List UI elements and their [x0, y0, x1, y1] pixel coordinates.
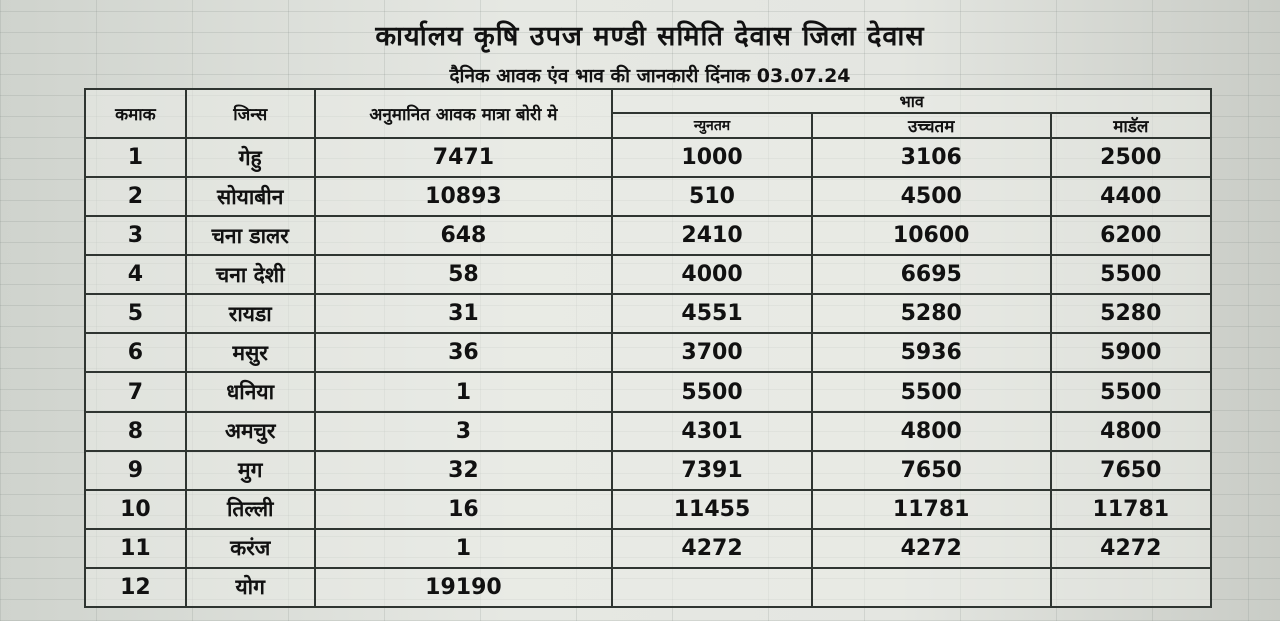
header-serial: कमाक	[84, 88, 187, 139]
table-body: 1 गेहु 7471 1000 3106 2500 2 सोयाबीन 10893 510 450…	[84, 136, 1213, 609]
table-row: 3 चना डालर 648 2410 10600 6200	[84, 215, 1213, 257]
min-price-cell[interactable]: 5500	[611, 371, 813, 413]
arrival-cell[interactable]: 32	[313, 449, 614, 491]
arrival-cell[interactable]: 648	[313, 215, 614, 257]
min-price-cell[interactable]: 4551	[611, 293, 813, 335]
arrival-cell[interactable]: 19190	[313, 566, 614, 609]
modal-price-cell[interactable]: 6200	[1049, 215, 1213, 257]
header-max: उच्चतम	[810, 112, 1052, 139]
crop-cell[interactable]: गेहु	[184, 136, 316, 179]
max-price-cell[interactable]: 11781	[810, 488, 1052, 530]
arrival-cell[interactable]: 31	[313, 293, 614, 335]
table-row: 9 मुग 32 7391 7650 7650	[84, 449, 1213, 491]
modal-price-cell[interactable]: 11781	[1049, 488, 1213, 530]
min-price-cell[interactable]: 1000	[611, 136, 813, 179]
min-price-cell[interactable]: 510	[611, 176, 813, 218]
table-row: 4 चना देशी 58 4000 6695 5500	[84, 254, 1213, 296]
header-min: न्युनतम	[611, 112, 813, 139]
page-subtitle: दैनिक आवक एंव भाव की जानकारी दिंनाक 03.0…	[449, 65, 851, 87]
mandi-price-table: कमाक जिन्स अनुमानित आवक मात्रा बोरी मे भ…	[84, 88, 1213, 609]
crop-cell[interactable]: सोयाबीन	[184, 176, 316, 218]
crop-cell[interactable]: चना देशी	[184, 254, 316, 296]
header-crop: जिन्स	[184, 88, 316, 139]
min-price-cell[interactable]: 4301	[611, 410, 813, 452]
modal-price-cell[interactable]: 4272	[1049, 527, 1213, 569]
serial-cell[interactable]: 1	[84, 136, 187, 179]
crop-cell[interactable]: धनिया	[184, 371, 316, 413]
arrival-cell[interactable]: 1	[313, 527, 614, 569]
arrival-cell[interactable]: 58	[313, 254, 614, 296]
crop-cell[interactable]: योग	[184, 566, 316, 609]
serial-cell[interactable]: 6	[84, 332, 187, 374]
max-price-cell[interactable]: 10600	[810, 215, 1052, 257]
modal-price-cell[interactable]: 2500	[1049, 136, 1213, 179]
min-price-cell[interactable]: 4272	[611, 527, 813, 569]
modal-price-cell[interactable]: 5500	[1049, 371, 1213, 413]
arrival-cell[interactable]: 3	[313, 410, 614, 452]
max-price-cell[interactable]: 5280	[810, 293, 1052, 335]
total-row: 12 योग 19190	[84, 566, 1213, 609]
arrival-cell[interactable]: 10893	[313, 176, 614, 218]
header-price-group: भाव	[611, 88, 1212, 114]
serial-cell[interactable]: 12	[84, 566, 187, 609]
header-arrival: अनुमानित आवक मात्रा बोरी मे	[313, 88, 614, 139]
max-price-cell[interactable]: 4800	[810, 410, 1052, 452]
table-row: 7 धनिया 1 5500 5500 5500	[84, 371, 1213, 413]
crop-cell[interactable]: मसुर	[184, 332, 316, 374]
max-price-cell[interactable]	[810, 566, 1052, 609]
min-price-cell[interactable]: 4000	[611, 254, 813, 296]
arrival-cell[interactable]: 16	[313, 488, 614, 530]
table-row: 6 मसुर 36 3700 5936 5900	[84, 332, 1213, 374]
crop-cell[interactable]: करंज	[184, 527, 316, 569]
table-row: 1 गेहु 7471 1000 3106 2500	[84, 136, 1213, 179]
serial-cell[interactable]: 7	[84, 371, 187, 413]
min-price-cell[interactable]	[611, 566, 813, 609]
min-price-cell[interactable]: 7391	[611, 449, 813, 491]
max-price-cell[interactable]: 3106	[810, 136, 1052, 179]
modal-price-cell[interactable]: 7650	[1049, 449, 1213, 491]
min-price-cell[interactable]: 11455	[611, 488, 813, 530]
serial-cell[interactable]: 3	[84, 215, 187, 257]
table-row: 11 करंज 1 4272 4272 4272	[84, 527, 1213, 569]
serial-cell[interactable]: 9	[84, 449, 187, 491]
arrival-cell[interactable]: 36	[313, 332, 614, 374]
header-modal: माडॅल	[1049, 112, 1213, 139]
max-price-cell[interactable]: 5500	[810, 371, 1052, 413]
serial-cell[interactable]: 2	[84, 176, 187, 218]
crop-cell[interactable]: चना डालर	[184, 215, 316, 257]
modal-price-cell[interactable]	[1049, 566, 1213, 609]
crop-cell[interactable]: तिल्ली	[184, 488, 316, 530]
page-title: कार्यालय कृषि उपज मण्डी समिति देवास जिला…	[375, 21, 925, 52]
max-price-cell[interactable]: 7650	[810, 449, 1052, 491]
arrival-cell[interactable]: 7471	[313, 136, 614, 179]
serial-cell[interactable]: 5	[84, 293, 187, 335]
min-price-cell[interactable]: 3700	[611, 332, 813, 374]
max-price-cell[interactable]: 4272	[810, 527, 1052, 569]
max-price-cell[interactable]: 6695	[810, 254, 1052, 296]
crop-cell[interactable]: अमचुर	[184, 410, 316, 452]
max-price-cell[interactable]: 4500	[810, 176, 1052, 218]
table-row: 8 अमचुर 3 4301 4800 4800	[84, 410, 1213, 452]
table-row: 10 तिल्ली 16 11455 11781 11781	[84, 488, 1213, 530]
modal-price-cell[interactable]: 5500	[1049, 254, 1213, 296]
crop-cell[interactable]: रायडा	[184, 293, 316, 335]
serial-cell[interactable]: 10	[84, 488, 187, 530]
table-row: 5 रायडा 31 4551 5280 5280	[84, 293, 1213, 335]
min-price-cell[interactable]: 2410	[611, 215, 813, 257]
modal-price-cell[interactable]: 5280	[1049, 293, 1213, 335]
crop-cell[interactable]: मुग	[184, 449, 316, 491]
modal-price-cell[interactable]: 4400	[1049, 176, 1213, 218]
max-price-cell[interactable]: 5936	[810, 332, 1052, 374]
table-row: 2 सोयाबीन 10893 510 4500 4400	[84, 176, 1213, 218]
modal-price-cell[interactable]: 4800	[1049, 410, 1213, 452]
arrival-cell[interactable]: 1	[313, 371, 614, 413]
serial-cell[interactable]: 4	[84, 254, 187, 296]
serial-cell[interactable]: 11	[84, 527, 187, 569]
serial-cell[interactable]: 8	[84, 410, 187, 452]
modal-price-cell[interactable]: 5900	[1049, 332, 1213, 374]
